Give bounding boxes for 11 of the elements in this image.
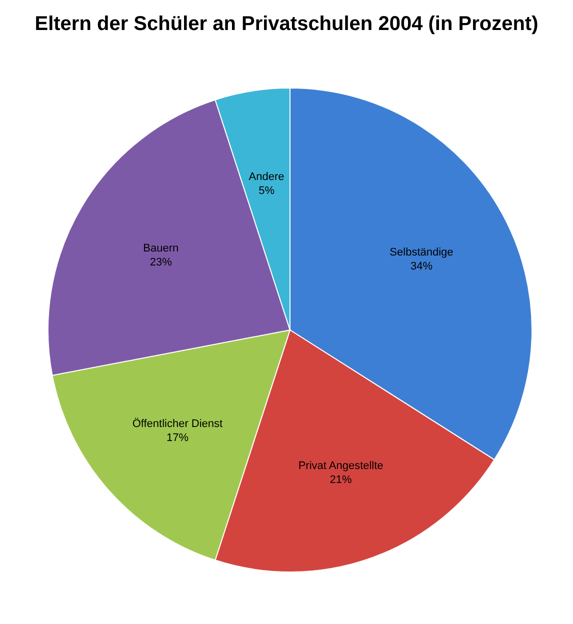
data-label: 5% [258, 184, 275, 197]
slice-label: Andere [248, 170, 284, 183]
data-label: 23% [150, 256, 172, 269]
data-label: 21% [330, 474, 352, 486]
slice-label: Privat Angestellte [298, 460, 384, 472]
data-label: 17% [166, 432, 189, 444]
slice-label: Bauern [143, 242, 179, 255]
chart-title: Eltern der Schüler an Privatschulen 2004 (in Prozent) [34, 13, 538, 35]
slice-label: Selbständige [390, 246, 454, 259]
slice-label: Öffentlicher Dienst [132, 417, 223, 430]
data-label: 34% [410, 260, 433, 273]
